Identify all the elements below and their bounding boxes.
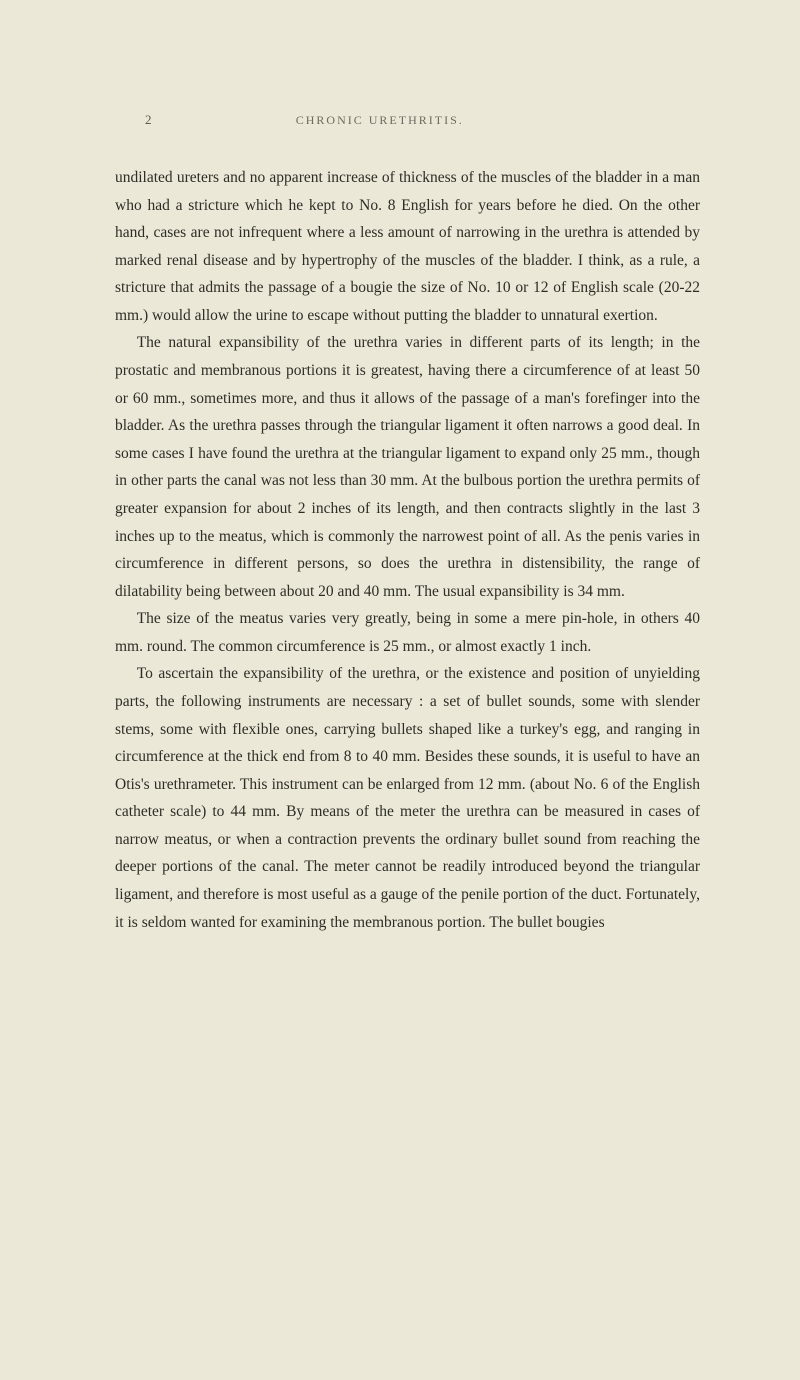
page-header: 2 CHRONIC URETHRITIS. [115,112,700,128]
paragraph-2: The natural expansibility of the urethra… [115,329,700,605]
body-text: undilated ureters and no apparent increa… [115,164,700,936]
page-number: 2 [145,112,152,128]
paragraph-4: To ascertain the expansibility of the ur… [115,660,700,936]
document-page: 2 CHRONIC URETHRITIS. undilated ureters … [0,0,800,1380]
paragraph-1: undilated ureters and no apparent increa… [115,164,700,329]
running-head: CHRONIC URETHRITIS. [296,113,464,128]
paragraph-3: The size of the meatus varies very great… [115,605,700,660]
